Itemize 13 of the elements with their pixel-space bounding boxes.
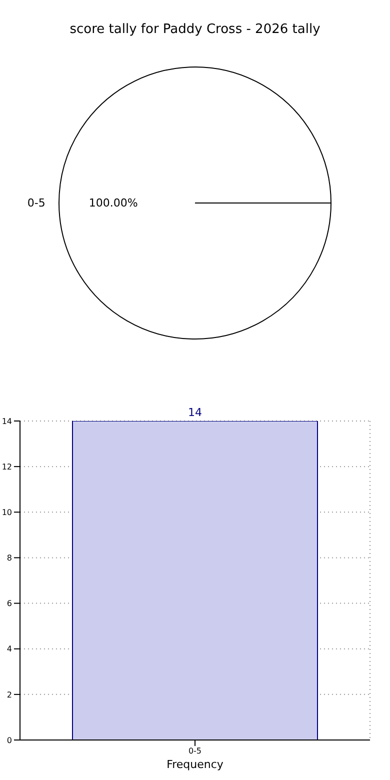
y-tick-label: 4 (6, 644, 12, 654)
y-tick-label: 10 (2, 508, 12, 517)
y-tick-label: 8 (6, 554, 12, 563)
data-label: 100.00% (88, 196, 138, 210)
y-tick-label: 12 (2, 462, 12, 472)
data-label: 14 (188, 406, 202, 419)
x-axis-title: Frequency (166, 758, 224, 771)
y-tick-label: 2 (6, 690, 12, 700)
slice-label: 0-5 (27, 196, 46, 210)
y-tick-label: 6 (6, 599, 12, 608)
y-tick-label: 14 (2, 416, 12, 426)
chart-title: score tally for Paddy Cross - 2026 tally (68, 22, 322, 37)
y-tick-label: 0 (6, 736, 12, 745)
